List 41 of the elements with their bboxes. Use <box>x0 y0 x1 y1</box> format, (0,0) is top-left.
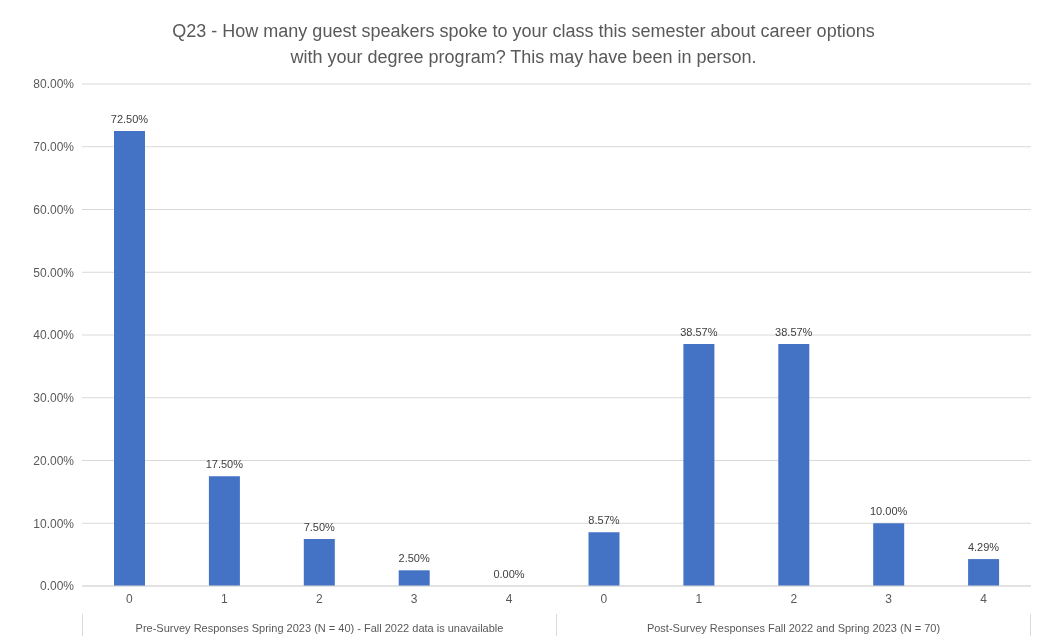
bar <box>208 476 240 586</box>
x-tick-label: 4 <box>505 591 513 606</box>
x-tick-label: 0 <box>600 591 608 606</box>
data-label: 7.50% <box>303 520 336 533</box>
bar <box>588 532 620 586</box>
y-tick-label: 30.00% <box>33 391 75 406</box>
bar <box>873 523 905 586</box>
x-tick-label: 4 <box>980 591 988 606</box>
x-tick-label: 2 <box>315 591 323 606</box>
data-label: 38.57% <box>680 325 718 338</box>
x-tick-label: 1 <box>695 591 703 606</box>
bar <box>778 343 810 586</box>
y-tick-label: 20.00% <box>33 453 75 468</box>
x-tick-label: 2 <box>790 591 798 606</box>
data-label: 38.57% <box>775 325 813 338</box>
x-tick-label: 3 <box>410 591 418 606</box>
text: Post-Survey Responses Fall 2022 and Spring 2023 (N = 70) <box>556 614 1031 636</box>
x-tick-label: 0 <box>126 591 134 606</box>
data-label: 72.50% <box>110 113 149 126</box>
y-tick-label: 60.00% <box>33 202 75 217</box>
y-tick-label: 10.00% <box>33 516 75 531</box>
chart-title: Q23 - How many guest speakers spoke to your class this semester about career options with your degree program? This may have been in person. <box>171 20 876 69</box>
data-label: 8.57% <box>588 514 620 527</box>
y-tick-label: 40.00% <box>33 328 75 343</box>
y-tick-label: 80.00% <box>33 77 75 92</box>
x-tick-label: 3 <box>885 591 893 606</box>
data-label: 4.29% <box>967 541 1000 554</box>
y-tick-label: 0.00% <box>39 579 75 594</box>
data-label: 2.50% <box>398 552 430 565</box>
y-tick-label: 50.00% <box>33 265 75 280</box>
text: Pre-Survey Responses Spring 2023 (N = 40) - Fall 2022 data is unavailable <box>82 614 556 636</box>
bar <box>968 559 1000 586</box>
bar <box>114 131 145 586</box>
y-tick-label: 70.00% <box>33 140 75 155</box>
data-label: 0.00% <box>493 568 525 580</box>
bar <box>683 343 715 586</box>
x-tick-label: 1 <box>221 591 229 606</box>
data-label: 17.50% <box>205 458 244 471</box>
data-label: 10.00% <box>869 505 908 518</box>
bar <box>398 570 430 586</box>
bar <box>303 538 335 586</box>
